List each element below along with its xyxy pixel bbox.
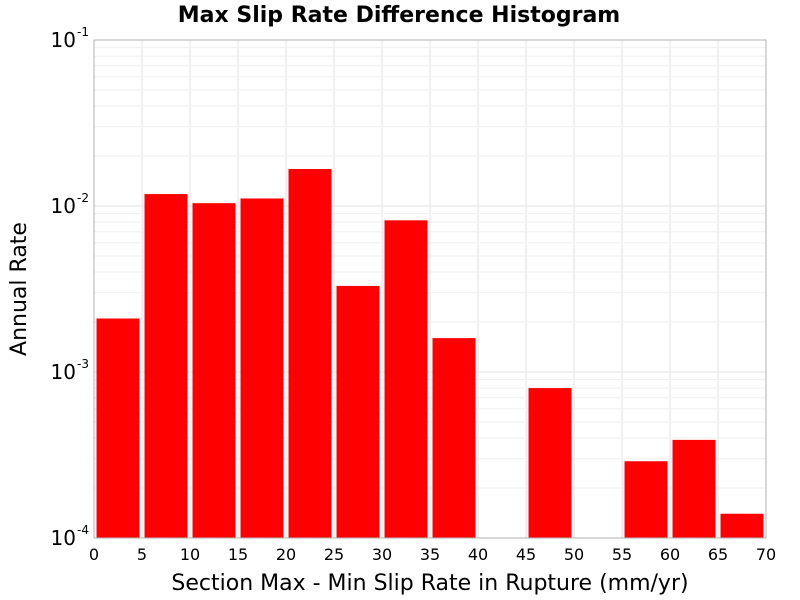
histogram-bar-5-10 [144,194,188,539]
y-tick-label: 10 -4 [51,523,89,550]
histogram-bar-55-60 [624,461,668,538]
y-tick-base: 10 [51,526,76,550]
histogram-bar-35-40 [432,338,476,538]
x-axis-label: Section Max - Min Slip Rate in Rupture (… [171,571,688,596]
x-tick-label: 55 [612,545,632,564]
x-tick-label: 25 [324,545,344,564]
y-tick-exponent: -2 [77,191,89,205]
y-axis-ticks: 10-410-310-210-1 [51,25,89,550]
x-tick-label: 45 [516,545,536,564]
y-tick-exponent: -4 [77,523,89,537]
histogram-bar-60-65 [672,439,716,538]
y-tick-base: 10 [51,194,76,218]
histogram-bar-20-25 [288,169,332,539]
y-tick-label: 10 -1 [51,25,89,52]
histogram-bar-10-15 [192,203,236,538]
x-axis-ticks: 0 5 10 15 20 25 30 35 40 45 50 55 60 65 70 [89,545,776,564]
y-tick-base: 10 [51,28,76,52]
y-tick-exponent: -1 [77,25,89,39]
x-tick-label: 20 [276,545,296,564]
y-axis-label: Annual Rate [7,222,32,356]
y-tick-base: 10 [51,360,76,384]
x-tick-label: 50 [564,545,584,564]
x-tick-label: 10 [180,545,200,564]
x-tick-label: 15 [228,545,248,564]
x-tick-label: 5 [137,545,147,564]
x-tick-label: 60 [660,545,680,564]
bars-group [96,169,764,539]
x-tick-label: 65 [708,545,728,564]
plot-area-border [93,39,767,539]
histogram-bar-30-35 [384,220,428,539]
chart-title: Max Slip Rate Difference Histogram [178,3,620,28]
x-tick-label: 35 [420,545,440,564]
y-tick-label: 10 -2 [51,191,89,218]
grid-lines [93,40,767,539]
x-tick-label: 70 [756,545,776,564]
x-tick-label: 40 [468,545,488,564]
histogram-bar-45-50 [528,388,572,538]
histogram-bar-15-20 [240,198,284,538]
x-tick-label: 30 [372,545,392,564]
histogram-bar-65-70 [720,513,764,538]
histogram-bar-25-30 [336,285,380,538]
histogram-bar-0-5 [96,318,140,538]
x-tick-label: 0 [89,545,99,564]
y-tick-exponent: -3 [77,357,89,371]
y-tick-label: 10 -3 [51,357,89,384]
